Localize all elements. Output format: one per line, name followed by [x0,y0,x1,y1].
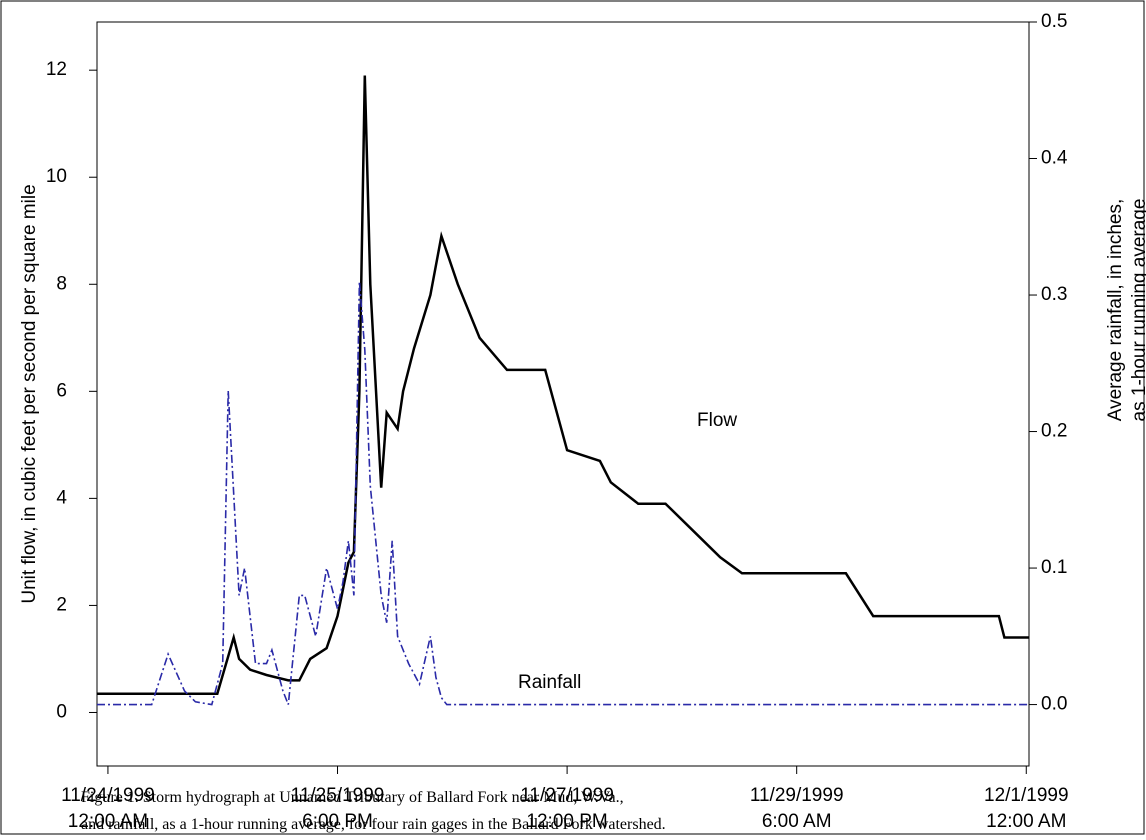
y-tick-label: 8 [56,273,67,294]
y2-tick-label: 0.2 [1041,421,1067,442]
x-tick-label: 11/24/1999 [61,785,155,806]
y2-tick-label: 0.4 [1041,148,1068,169]
x-tick-label: 11/27/1999 [520,785,614,806]
annotation: Flow [697,410,737,431]
x-tick-label: 6:00 AM [762,811,832,832]
plot-area [96,21,1030,767]
y2-tick-label: 0.5 [1041,11,1067,32]
y-tick-label: 0 [56,701,67,722]
x-tick-label: 12:00 AM [986,811,1066,832]
y-tick-label: 4 [56,487,67,508]
y2-tick-label: 0.3 [1041,284,1067,305]
y2-axis-label: Average rainfall, in inches, [1105,199,1126,422]
y-tick-label: 12 [46,59,67,80]
x-tick-label: 12:00 PM [526,811,607,832]
y-tick-label: 10 [46,166,67,187]
series-line [97,75,1029,695]
x-tick-label: 12:00 AM [68,811,148,832]
caption: Figure 1. Storm hydrograph at Unnamed Tr… [81,789,624,806]
y-tick-label: 6 [56,380,67,401]
y-axis-label: Unit flow, in cubic feet per second per … [19,184,40,603]
y2-axis-label: as 1-hour running average [1129,199,1146,422]
x-tick-label: 11/29/1999 [750,785,844,806]
x-tick-label: 6:00 PM [302,811,373,832]
y2-tick-label: 0.0 [1041,694,1067,715]
y2-tick-label: 0.1 [1041,557,1067,578]
y-tick-label: 2 [56,594,67,615]
series-line [97,281,1029,706]
caption: and rainfall, as a 1-hour running averag… [81,816,666,833]
x-tick-label: 12/1/1999 [984,785,1069,806]
x-tick-label: 11/25/1999 [291,785,385,806]
annotation: Rainfall [518,672,581,693]
